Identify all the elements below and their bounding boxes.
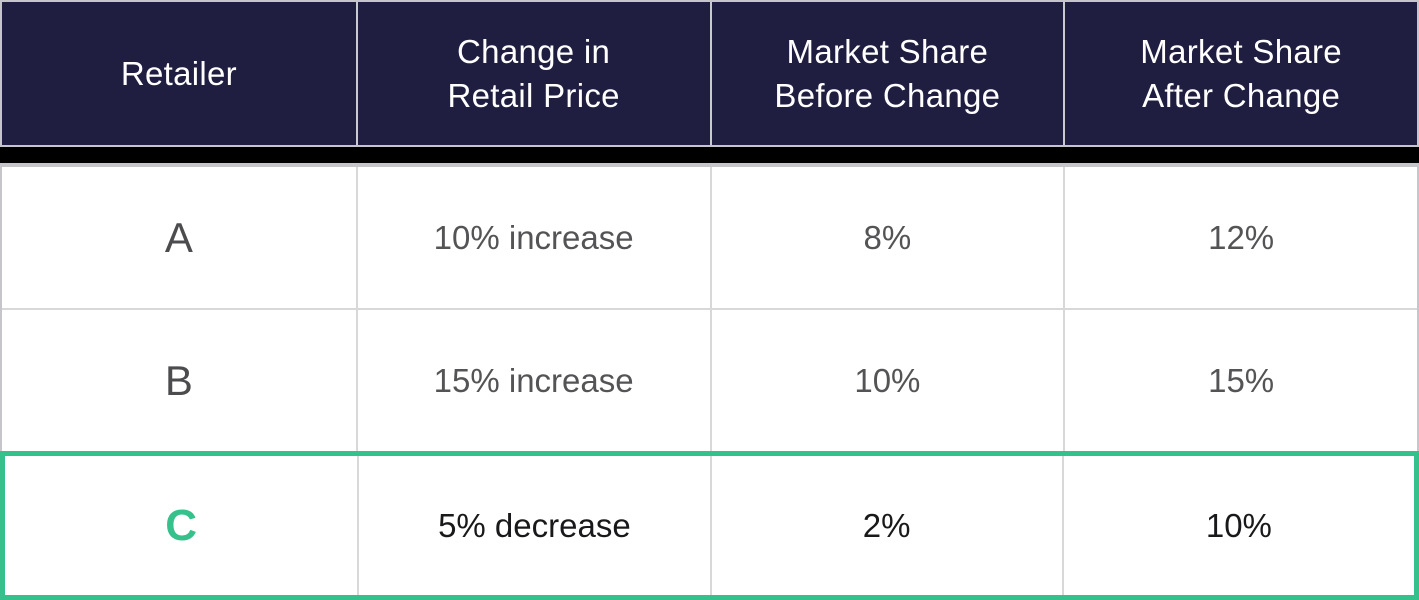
header-cell-change-in-retail-price: Change in Retail Price <box>355 2 710 145</box>
table-row-b[interactable]: B 15% increase 10% 15% <box>2 310 1417 451</box>
row-a-share-before-cell: 8% <box>709 167 1064 308</box>
row-c-retailer-cell: C <box>165 500 198 550</box>
row-c-share-after-cell: 10% <box>1061 456 1414 595</box>
header-cell-market-share-after-change: Market Share After Change <box>1063 2 1417 145</box>
row-b-change-cell: 15% increase <box>355 310 710 451</box>
table-body: A 10% increase 8% 12% B 15% increase 10%… <box>0 165 1419 600</box>
row-a-change-cell: 10% increase <box>355 167 710 308</box>
header-cell-retailer: Retailer <box>120 54 237 92</box>
row-a-retailer-cell: A <box>164 213 193 261</box>
row-b-share-after-cell: 15% <box>1063 310 1417 451</box>
row-b-retailer-cell: B <box>164 356 193 404</box>
row-a-share-after-cell: 12% <box>1063 167 1417 308</box>
row-b-share-before-cell: 10% <box>709 310 1064 451</box>
row-c-change-cell: 5% decrease <box>357 456 709 595</box>
header-body-separator <box>0 145 1419 165</box>
header-cell-market-share-before-change: Market Share Before Change <box>709 2 1064 145</box>
row-c-share-before-cell: 2% <box>709 456 1062 595</box>
table-header-row: Retailer Change in Retail Price Market S… <box>0 0 1419 145</box>
table-row-c-highlighted[interactable]: C 5% decrease 2% 10% <box>0 451 1419 600</box>
table-row-a[interactable]: A 10% increase 8% 12% <box>2 167 1417 310</box>
